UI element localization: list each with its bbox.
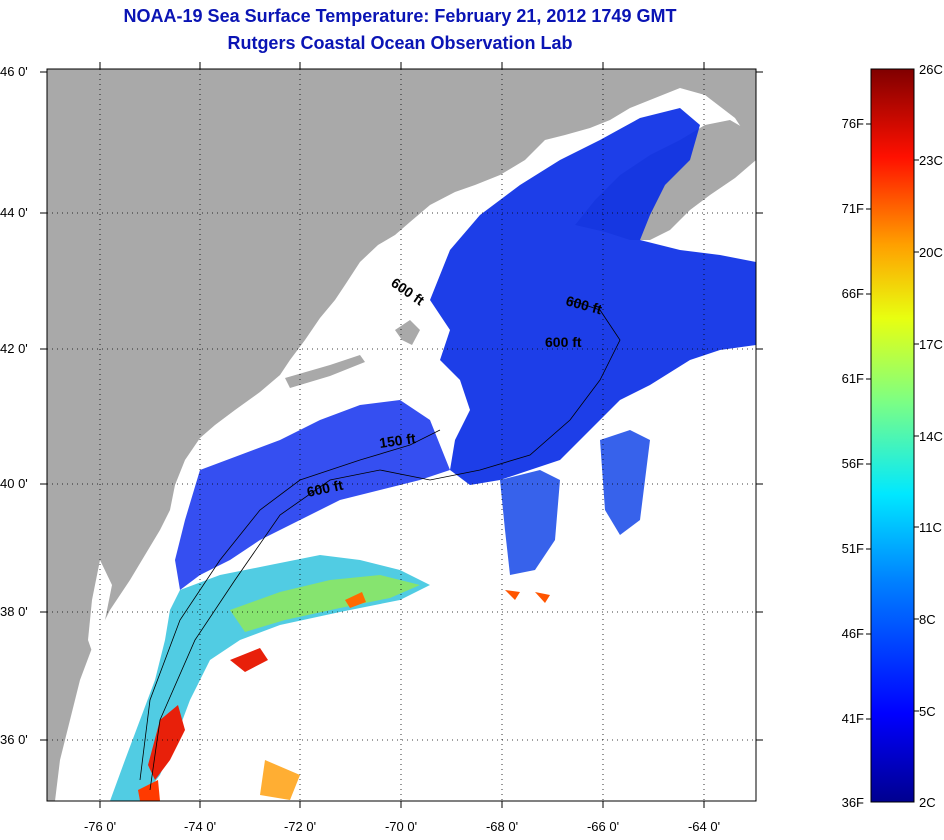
colorbar-c-label: 14C <box>919 429 943 444</box>
colorbar-c-label: 26C <box>919 62 943 77</box>
lat-label: 42 0' <box>0 341 28 356</box>
cold-water-gulf-of-maine <box>430 108 756 485</box>
warm-offshore-patch-2 <box>138 780 160 801</box>
lat-label: 46 0' <box>0 64 28 79</box>
lat-label: 40 0' <box>0 476 28 491</box>
cold-water-shelf <box>175 400 450 590</box>
warm-gulf-stream-south <box>148 705 185 780</box>
cold-water-plume-east <box>500 470 560 575</box>
lat-label: 36 0' <box>0 732 28 747</box>
contour-150ft <box>139 429 441 781</box>
colorbar-f-label: 61F <box>842 371 864 386</box>
lat-lon-grid <box>47 69 756 801</box>
lon-label: -76 0' <box>84 819 116 834</box>
warm-gulf-stream-north <box>345 592 366 608</box>
land-mass <box>47 69 756 801</box>
lon-label: -64 0' <box>688 819 720 834</box>
bathymetry-contours <box>139 299 621 791</box>
colorbar-ticks <box>866 123 919 720</box>
long-island <box>285 355 365 388</box>
warm-offshore-patches <box>260 760 300 800</box>
lat-label: 38 0' <box>0 604 28 619</box>
lon-label: -66 0' <box>587 819 619 834</box>
map-title: NOAA-19 Sea Surface Temperature: Februar… <box>123 6 677 26</box>
warm-gulf-stream-mid <box>230 648 268 672</box>
colorbar-c-label: 20C <box>919 245 943 260</box>
colorbar-f-label: 36F <box>842 795 864 810</box>
colorbar-c-label: 8C <box>919 612 936 627</box>
colorbar-c-label: 2C <box>919 795 936 810</box>
map-subtitle: Rutgers Coastal Ocean Observation Lab <box>227 33 573 53</box>
lon-label: -70 0' <box>385 819 417 834</box>
colorbar-c-label: 23C <box>919 153 943 168</box>
lat-label: 44 0' <box>0 205 28 220</box>
colorbar-f-label: 76F <box>842 116 864 131</box>
contour-600ft <box>149 299 621 791</box>
contour-label: 600 ft <box>305 477 344 500</box>
cape-cod <box>395 320 420 345</box>
colorbar-f-label: 51F <box>842 541 864 556</box>
warm-patch-east <box>505 590 520 600</box>
colorbar-f-label: 46F <box>842 626 864 641</box>
lon-label: -74 0' <box>184 819 216 834</box>
colorbar-f-label: 41F <box>842 711 864 726</box>
cold-water-plume-far-east <box>600 430 650 535</box>
colorbar-f-label: 56F <box>842 456 864 471</box>
colorbar <box>870 68 915 803</box>
lon-label: -68 0' <box>486 819 518 834</box>
contour-label: 600 ft <box>545 334 582 350</box>
lon-label: -72 0' <box>284 819 316 834</box>
warm-patch-east-2 <box>535 592 550 603</box>
colorbar-f-label: 66F <box>842 286 864 301</box>
axis-ticks <box>40 62 763 808</box>
contour-label: 150 ft <box>378 430 417 451</box>
colorbar-f-label: 71F <box>842 201 864 216</box>
colorbar-c-label: 17C <box>919 337 943 352</box>
green-water-band <box>230 575 420 632</box>
colorbar-c-label: 5C <box>919 704 936 719</box>
colorbar-c-label: 11C <box>919 520 942 535</box>
mid-shelf-water <box>110 555 430 801</box>
